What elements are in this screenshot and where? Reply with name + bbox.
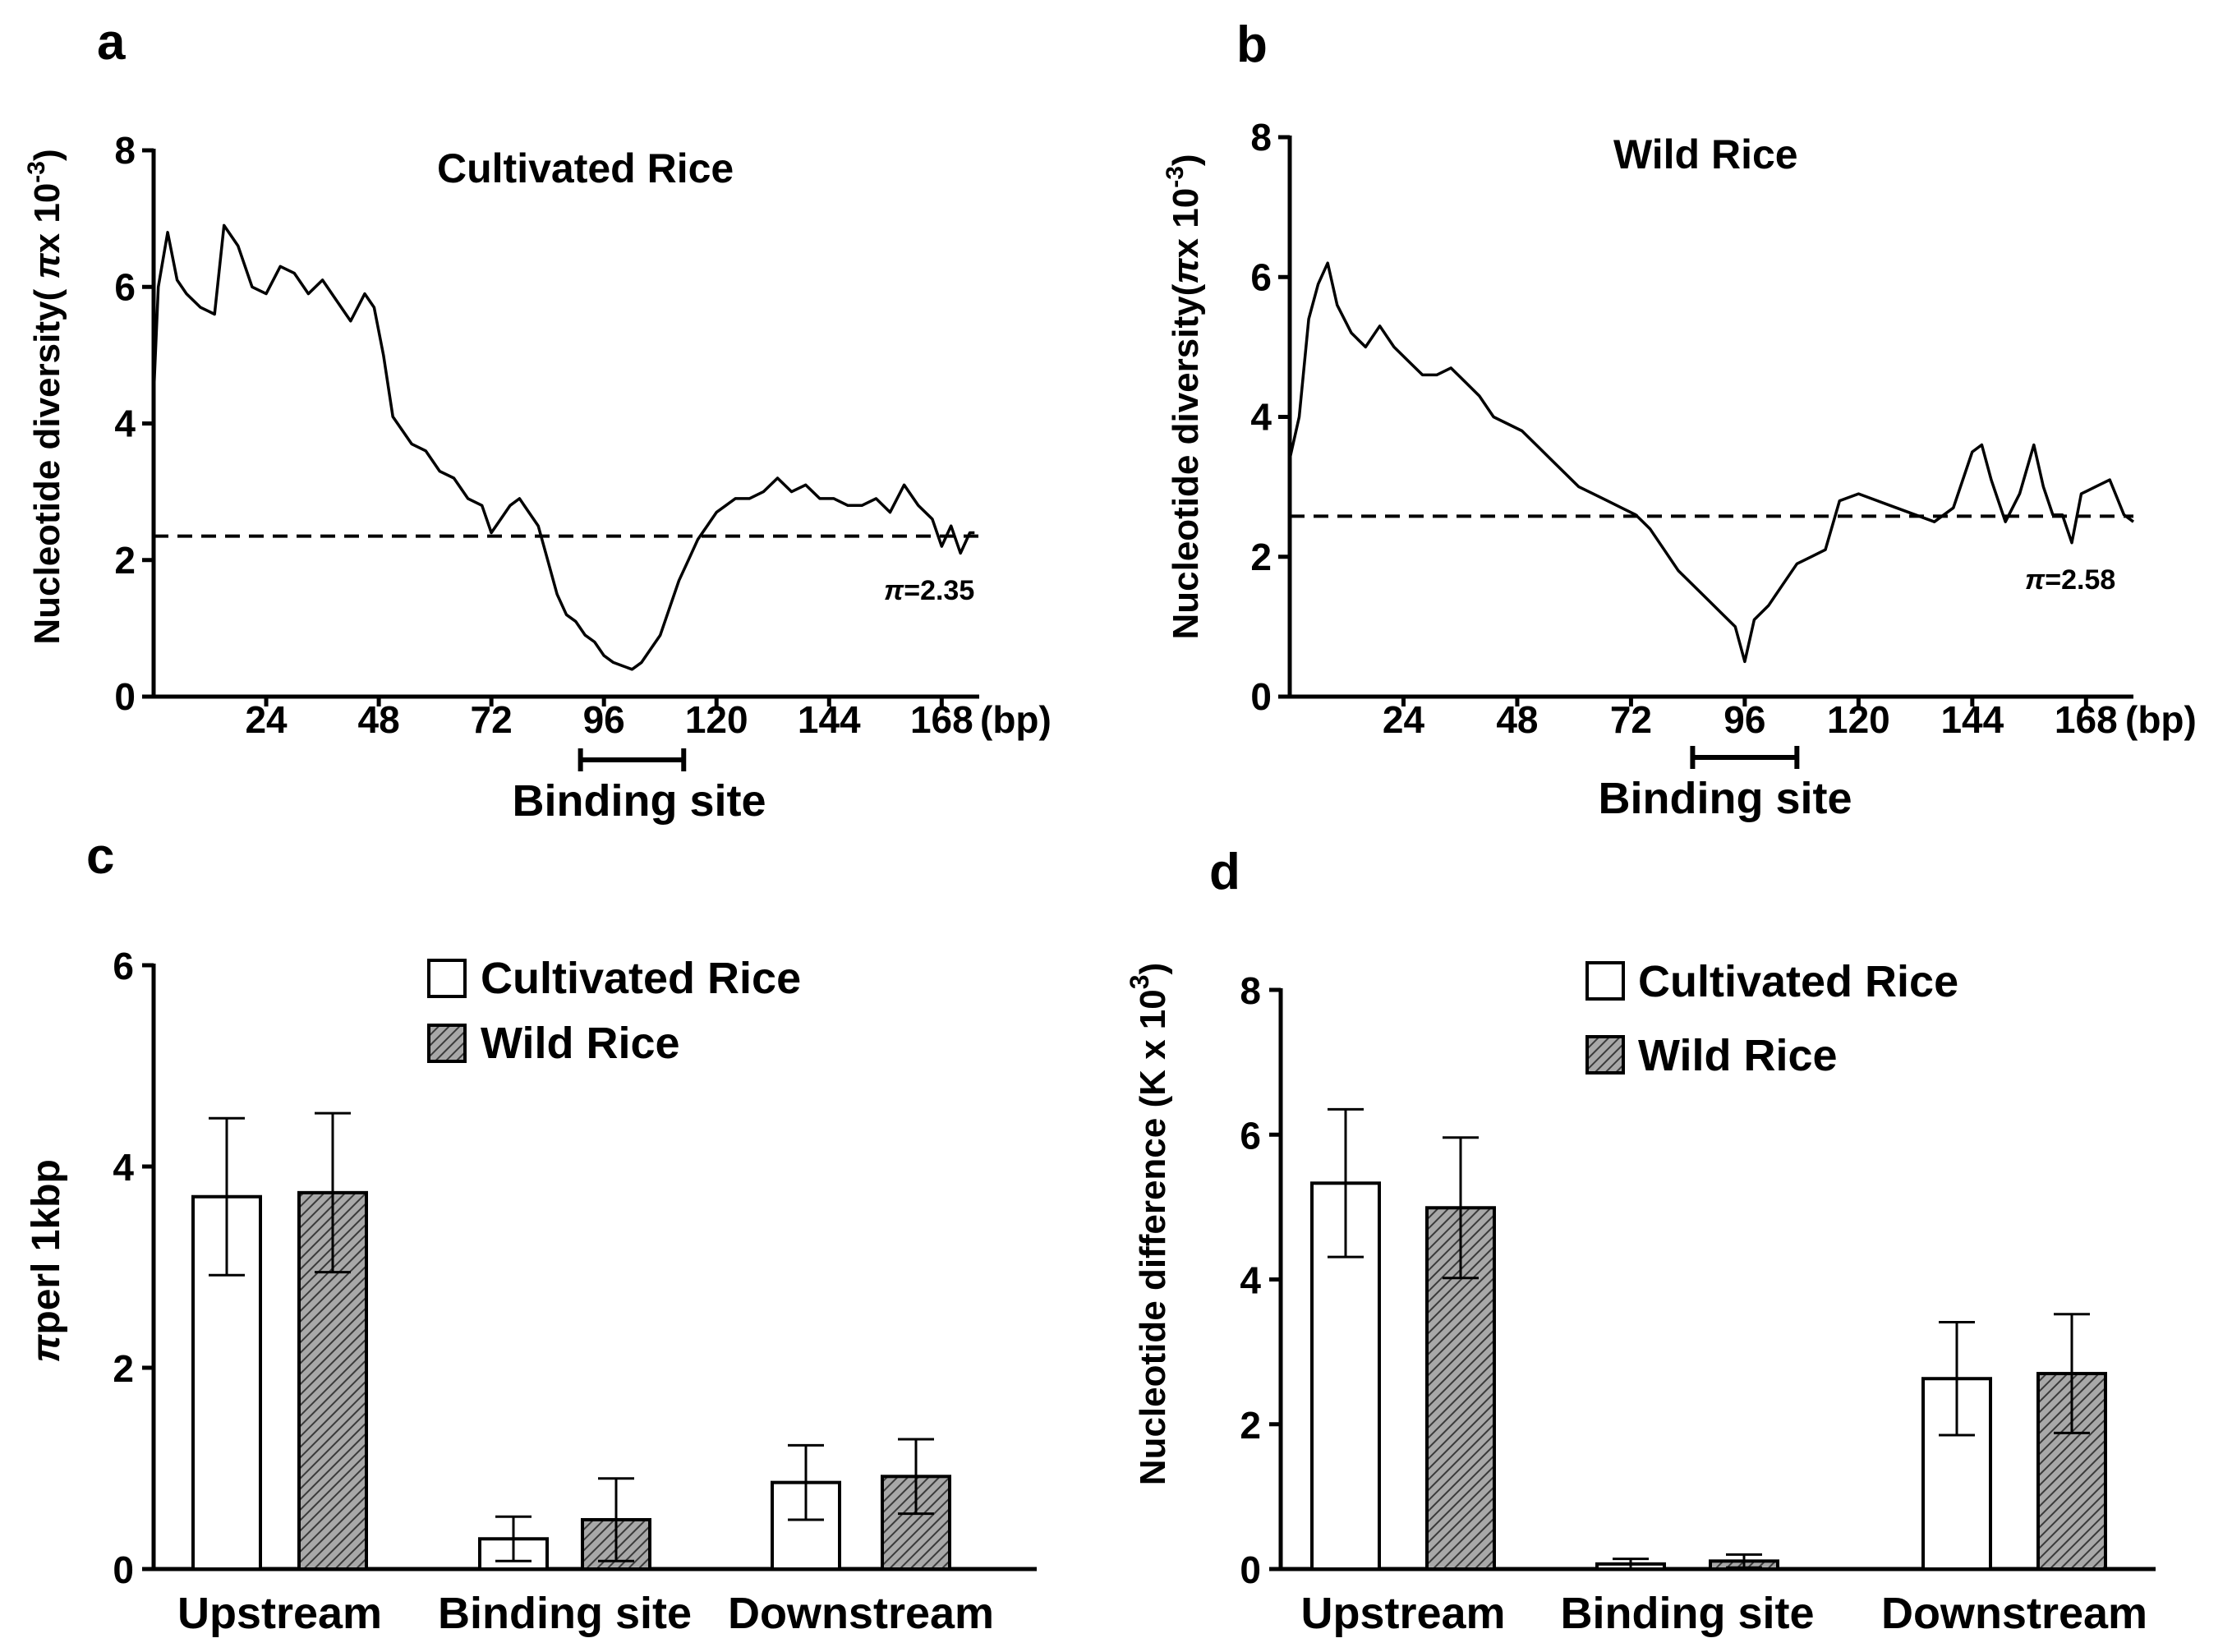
y-tick-label-d-8: 8 <box>1240 969 1261 1012</box>
x-unit-label-b: (bp) <box>2125 698 2197 741</box>
x-tick-label-b-168: 168 <box>2055 698 2118 741</box>
y-tick-label-d-4: 4 <box>1240 1259 1261 1302</box>
panel-letter-c: c <box>86 828 114 885</box>
y-tick-label-c-6: 6 <box>113 945 134 987</box>
panel-b: b Wild Rice Nucleotide diversity(πx 10-3… <box>1162 16 2197 823</box>
category-label-c-2: Downstream <box>728 1589 994 1638</box>
y-tick-label-d-2: 2 <box>1240 1404 1261 1447</box>
y-tick-label-b-0: 0 <box>1250 675 1272 718</box>
y-axis-label-b: Nucleotide diversity(πx 10-3) <box>1162 154 1206 639</box>
y-tick-label-b-2: 2 <box>1250 536 1272 578</box>
legend-c: Cultivated Rice Wild Rice <box>427 954 801 1068</box>
y-tick-label-b-8: 8 <box>1250 116 1272 159</box>
legend-swatch-cultivated-c <box>427 959 467 998</box>
plot-d: 0 2 4 6 8 Upstream Binding site Downstream <box>1240 969 2156 1638</box>
y-tick-label-a-6: 6 <box>114 265 136 308</box>
series-line-b <box>1288 261 2135 664</box>
legend-label-cultivated-c: Cultivated Rice <box>481 954 801 1003</box>
x-unit-label-a: (bp) <box>980 698 1052 741</box>
x-tick-label-a-168: 168 <box>910 698 973 741</box>
category-label-c-0: Upstream <box>177 1589 382 1638</box>
legend-swatch-wild-c <box>427 1024 467 1063</box>
y-tick-label-c-0: 0 <box>113 1548 134 1591</box>
binding-site-label-a: Binding site <box>513 776 766 826</box>
panel-letter-b: b <box>1236 16 1268 73</box>
legend-d: Cultivated Rice Wild Rice <box>1585 957 1958 1080</box>
y-tick-label-a-0: 0 <box>114 675 136 718</box>
x-tick-label-a-72: 72 <box>471 698 513 741</box>
y-axis-label-a: Nucleotide diversity( πx 10-3) <box>23 149 67 644</box>
pi-annotation-b: π=2.58 <box>2025 564 2115 596</box>
legend-label-cultivated-d: Cultivated Rice <box>1638 957 1958 1006</box>
y-tick-label-b-6: 6 <box>1250 255 1272 298</box>
panel-a: a Cultivated Rice Nucleotide diversity( … <box>23 14 1052 826</box>
y-tick-label-c-4: 4 <box>113 1146 134 1189</box>
y-axis-label-c: πperl 1kbp <box>25 1159 68 1363</box>
y-tick-label-d-6: 6 <box>1240 1114 1261 1157</box>
chart-title-a: Cultivated Rice <box>437 145 734 191</box>
y-tick-label-c-2: 2 <box>113 1347 134 1390</box>
x-tick-label-a-120: 120 <box>685 698 748 741</box>
x-tick-label-b-96: 96 <box>1723 698 1765 741</box>
x-tick-label-a-24: 24 <box>245 698 288 741</box>
panel-d: d Nucleotide difference (K x 103) Cultiv… <box>1125 844 2156 1638</box>
y-tick-label-a-8: 8 <box>114 129 136 172</box>
y-tick-label-a-2: 2 <box>114 539 136 582</box>
pi-annotation-a: π=2.35 <box>884 575 974 606</box>
series-line-a <box>152 223 975 671</box>
x-tick-label-b-120: 120 <box>1827 698 1890 741</box>
legend-label-wild-d: Wild Rice <box>1638 1031 1838 1080</box>
y-axis-label-d: Nucleotide difference (K x 103) <box>1125 963 1173 1485</box>
legend-swatch-wild-d <box>1585 1035 1625 1074</box>
x-tick-label-b-48: 48 <box>1496 698 1538 741</box>
x-tick-label-b-144: 144 <box>1940 698 2004 741</box>
legend-swatch-cultivated-d <box>1585 961 1625 1001</box>
x-tick-label-a-144: 144 <box>798 698 861 741</box>
panel-c: c πperl 1kbp Cultivated Rice Wild Rice 0… <box>25 828 1037 1638</box>
category-label-d-0: Upstream <box>1300 1589 1505 1638</box>
chart-title-b: Wild Rice <box>1613 131 1798 177</box>
panel-letter-a: a <box>97 14 126 71</box>
binding-site-label-b: Binding site <box>1599 774 1852 823</box>
x-tick-label-a-96: 96 <box>583 698 625 741</box>
x-tick-label-b-72: 72 <box>1610 698 1652 741</box>
y-tick-label-b-4: 4 <box>1250 396 1272 439</box>
x-tick-label-a-48: 48 <box>358 698 400 741</box>
y-tick-label-a-4: 4 <box>114 403 136 445</box>
category-label-d-2: Downstream <box>1881 1589 2147 1638</box>
plot-c: 0 2 4 6 Upstream Binding site Downstream <box>113 945 1037 1638</box>
legend-label-wild-c: Wild Rice <box>481 1019 680 1068</box>
y-tick-label-d-0: 0 <box>1240 1548 1261 1591</box>
panel-letter-d: d <box>1209 844 1240 900</box>
category-label-c-1: Binding site <box>438 1589 692 1638</box>
x-tick-label-b-24: 24 <box>1383 698 1425 741</box>
category-label-d-1: Binding site <box>1561 1589 1815 1638</box>
